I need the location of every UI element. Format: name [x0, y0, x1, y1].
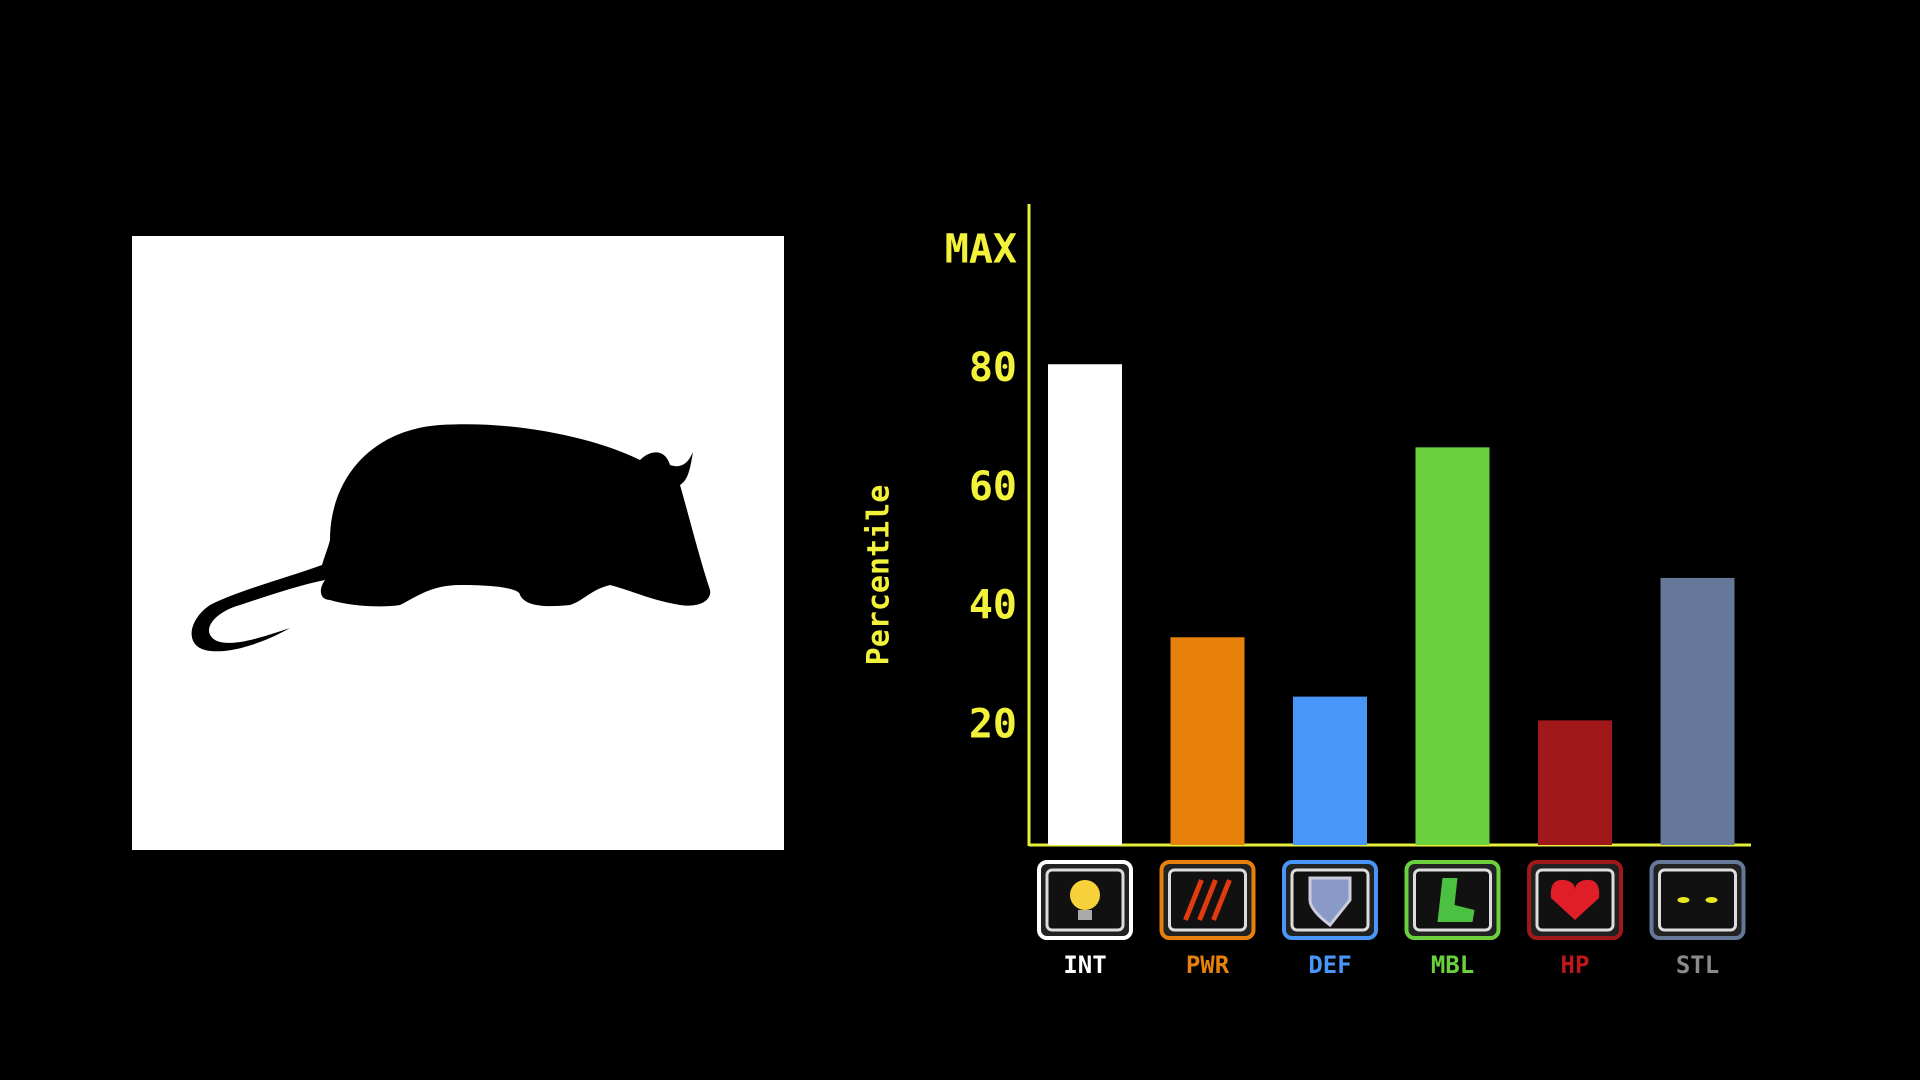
x-tick-label: HP	[1561, 951, 1590, 979]
bar	[1048, 364, 1122, 845]
stat-icon	[1404, 860, 1501, 940]
boot	[1437, 878, 1475, 922]
bar	[1538, 720, 1612, 845]
x-tick-label: DEF	[1308, 951, 1351, 979]
bulb-base	[1078, 910, 1092, 920]
y-tick-label: 40	[969, 583, 1017, 629]
stat-icon	[1037, 860, 1133, 940]
stat-icon	[1527, 860, 1623, 940]
bar	[1660, 577, 1735, 845]
bar	[1293, 696, 1367, 845]
stat-icon	[1649, 860, 1746, 940]
rat-silhouette	[191, 424, 711, 652]
x-tick-label: STL	[1676, 951, 1719, 979]
y-axis-label: Percentile	[862, 485, 897, 666]
y-tick-label: 80	[969, 345, 1017, 391]
heart	[1550, 879, 1600, 920]
eye	[1677, 897, 1690, 903]
y-tick-label: 20	[969, 701, 1017, 747]
y-tick-label: 60	[969, 464, 1017, 510]
x-tick-label: PWR	[1186, 951, 1230, 979]
eye	[1705, 897, 1718, 903]
icon-inner	[1658, 868, 1737, 932]
chart: 20 40 60 80 MAX INT PWR DEF MBL HP STL	[945, 204, 1751, 979]
bar	[1415, 447, 1490, 845]
x-tick-label: MBL	[1431, 951, 1474, 979]
claw	[1183, 879, 1204, 921]
shield	[1308, 876, 1352, 928]
y-tick-label: MAX	[945, 226, 1017, 272]
stat-icon	[1282, 860, 1378, 940]
claw	[1211, 879, 1232, 921]
x-tick-label: INT	[1063, 951, 1106, 979]
bulb	[1070, 880, 1100, 910]
bar	[1170, 637, 1245, 845]
claw	[1197, 879, 1218, 921]
stat-icon	[1159, 860, 1256, 940]
